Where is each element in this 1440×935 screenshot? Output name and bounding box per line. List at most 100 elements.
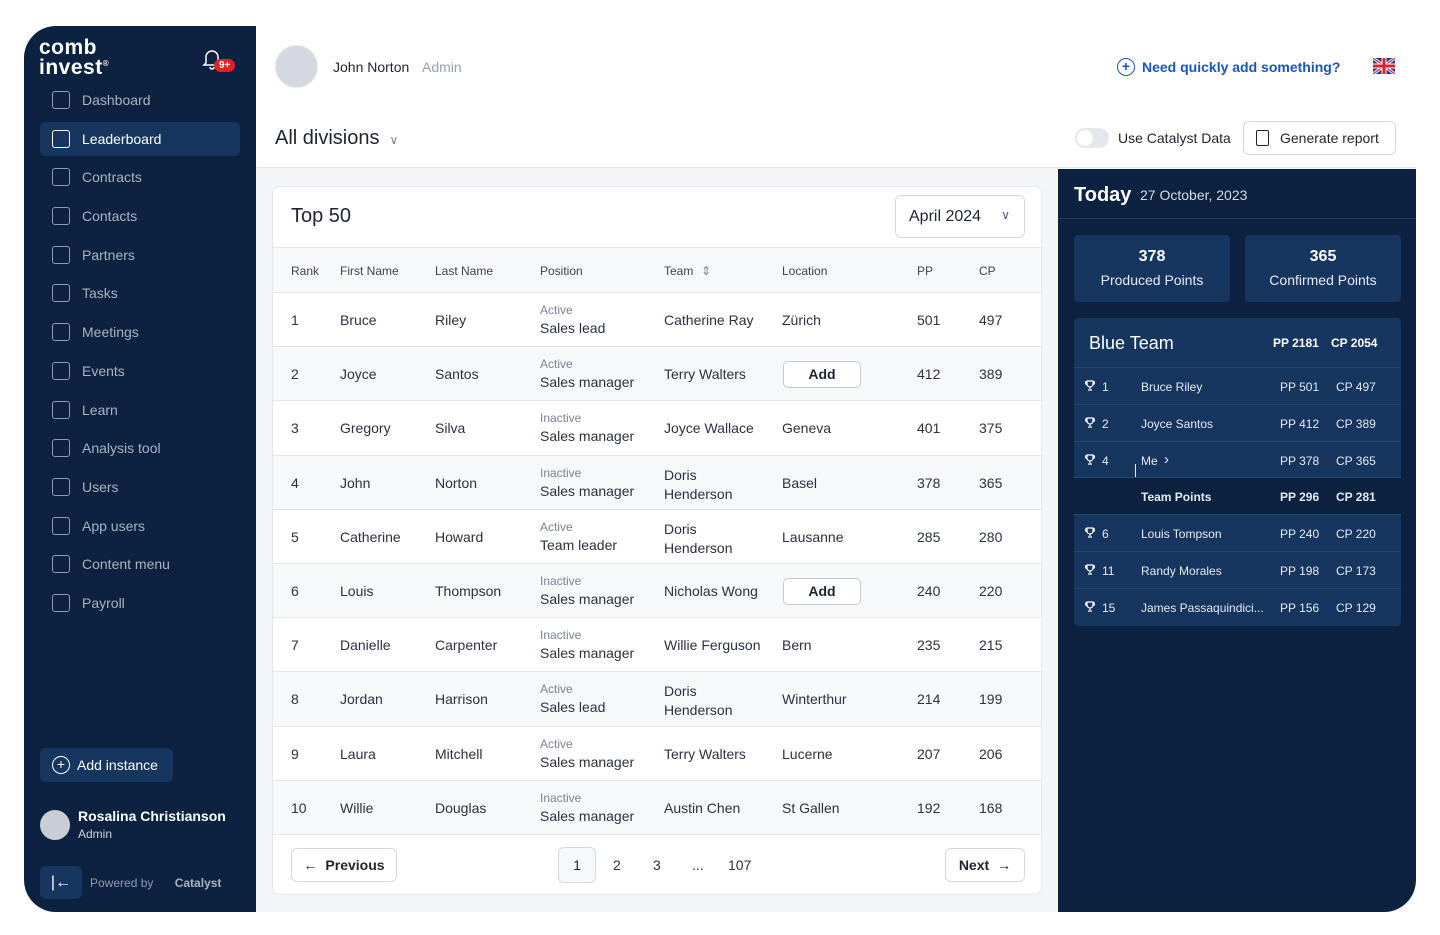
team-cell: Austin Chen [664,799,741,816]
team-row[interactable]: Team Points PP 296 CP 281 [1074,477,1401,515]
sidebar-item-label: Analysis tool [82,440,161,457]
sidebar-item-dashboard[interactable]: Dashboard [40,83,240,117]
catalyst-data-toggle[interactable] [1075,128,1109,148]
confirmed-points-value: 365 [1309,248,1337,265]
header: John Norton Admin + Need quickly add som… [256,26,1416,168]
header-avatar[interactable] [275,45,318,88]
team-pp: PP 2181 [1273,336,1319,350]
team-row[interactable]: 11 Randy Morales PP 198 CP 173 [1074,551,1401,588]
team-member-name: Me [1141,453,1158,468]
member-cp: CP 129 [1336,600,1376,615]
pp-cell: 412 [917,366,941,383]
last-name-cell: Howard [435,528,484,545]
logo[interactable]: comb invest® [39,36,110,79]
location-cell: Winterthur [782,691,847,708]
current-user[interactable]: Rosalina Christianson Admin [40,808,226,841]
sidebar-item-meetings[interactable]: Meetings [40,315,240,349]
tasks-icon [52,284,70,303]
cp-cell: 365 [979,474,1003,491]
confirmed-points-card: 365 Confirmed Points [1245,235,1401,302]
column-header-pp: PP [917,264,934,278]
first-name-cell: Gregory [340,420,391,437]
sidebar-item-leaderboard[interactable]: Leaderboard [40,121,240,156]
generate-report-button[interactable]: Generate report [1243,121,1396,155]
position-cell: Inactive Sales manager [540,574,634,607]
team-cell: Doris Henderson [664,466,733,504]
table-row[interactable]: 1 Bruce Riley Active Sales lead Catherine Ray… [273,293,1041,348]
page-3[interactable]: 3 [653,857,661,873]
table-row[interactable]: 4 John Norton Inactive Sales manager Doris Hen… [273,455,1041,510]
last-name-cell: Norton [435,474,478,491]
last-name-cell: Silva [435,420,466,437]
table-row[interactable]: 7 Danielle Carpenter Inactive Sales manager W… [273,618,1041,673]
team-row[interactable]: 6 Louis Tompson PP 240 CP 220 [1074,514,1401,551]
status-text: Active [540,736,573,751]
position-title: Sales manager [540,374,635,391]
position-cell: Inactive Sales manager [540,466,634,499]
location-cell: Bern [782,637,812,654]
team-cell: Terry Walters [664,745,746,762]
status-text: Inactive [540,411,582,426]
sidebar-item-learn[interactable]: Learn [40,393,240,427]
sidebar-item-app-users[interactable]: App users [40,509,240,543]
team-row[interactable]: 15 James Passaquindici... PP 156 CP 129 [1074,587,1401,625]
uk-flag-icon[interactable] [1373,58,1395,74]
table-row[interactable]: 6 Louis Thompson Inactive Sales manager Nicho… [273,563,1041,619]
sidebar-item-partners[interactable]: Partners [40,238,240,272]
position-cell: Active Sales manager [540,357,634,390]
team-member-name: Joyce Santos [1141,416,1214,431]
table-row[interactable]: 8 Jordan Harrison Active Sales lead Doris Hend… [273,672,1041,727]
month-select[interactable]: April 2024 ∨ [895,195,1025,238]
add-location-button[interactable]: Add [783,361,861,389]
sidebar-item-analysis-tool[interactable]: Analysis tool [40,431,240,465]
member-cp: CP 389 [1336,416,1376,431]
position-cell: Active Team leader [540,520,617,553]
sidebar-item-users[interactable]: Users [40,470,240,504]
toggle-label: Use Catalyst Data [1118,130,1231,146]
table-row[interactable]: 3 Gregory Silva Inactive Sales manager Joyce … [273,401,1041,456]
location-cell: Lausanne [782,528,844,545]
add-instance-button[interactable]: + Add instance [40,748,173,782]
sidebar-item-contracts[interactable]: Contracts [40,160,240,194]
division-select[interactable]: All divisions ∨ [275,127,398,150]
team-line-2: Henderson [664,485,733,502]
location-cell: Basel [782,474,818,491]
page-last[interactable]: 107 [728,857,752,873]
sidebar-item-content-menu[interactable]: Content menu [40,547,240,581]
team-row[interactable]: 1 Bruce Riley PP 501 CP 497 [1074,367,1401,404]
powered-by-label: Powered by [90,876,154,890]
chevron-down-icon: ∨ [389,133,399,147]
sidebar-item-contacts[interactable]: Contacts [40,199,240,233]
sidebar-item-tasks[interactable]: Tasks [40,276,240,310]
previous-button[interactable]: ← Previous [291,848,397,882]
sidebar-item-events[interactable]: Events [40,354,240,388]
team-row[interactable]: 4 Me › PP 378 CP 365 [1074,440,1401,502]
position-cell: Inactive Sales manager [540,411,634,444]
table-row[interactable]: 2 Joyce Santos Active Sales manager Terry Wal… [273,347,1041,402]
last-name-cell: Carpenter [435,637,498,654]
quick-add-link[interactable]: + Need quickly add something? [1117,58,1340,76]
sidebar-item-payroll[interactable]: Payroll [40,586,240,620]
add-location-button[interactable]: Add [783,577,861,605]
page-1[interactable]: 1 [558,847,596,883]
table-row[interactable]: 5 Catherine Howard Active Team leader Doris He… [273,510,1041,564]
first-name-cell: Catherine [340,528,401,545]
column-header-position: Position [540,264,583,278]
first-name-cell: Laura [340,745,376,762]
team-row[interactable]: 2 Joyce Santos PP 412 CP 389 [1074,403,1401,441]
next-button[interactable]: Next → [945,848,1025,882]
column-header-team[interactable]: Team [664,264,694,278]
confirmed-points-label: Confirmed Points [1269,272,1377,288]
team-line-2: Henderson [664,702,733,719]
page-2[interactable]: 2 [613,857,621,873]
sort-icon[interactable]: ⇕ [701,264,712,278]
first-name-cell: Joyce [340,366,377,383]
collapse-sidebar-button[interactable]: |← [40,866,82,899]
first-name-cell: Jordan [340,691,383,708]
table-row[interactable]: 10 Willie Douglas Inactive Sales manager Aust… [273,780,1041,835]
sidebar-item-label: Meetings [82,324,139,341]
team-cell: Nicholas Wong [664,582,758,599]
produced-points-card: 378 Produced Points [1074,235,1230,302]
produced-points-value: 378 [1138,248,1166,265]
table-row[interactable]: 9 Laura Mitchell Active Sales manager Terry W… [273,727,1041,781]
